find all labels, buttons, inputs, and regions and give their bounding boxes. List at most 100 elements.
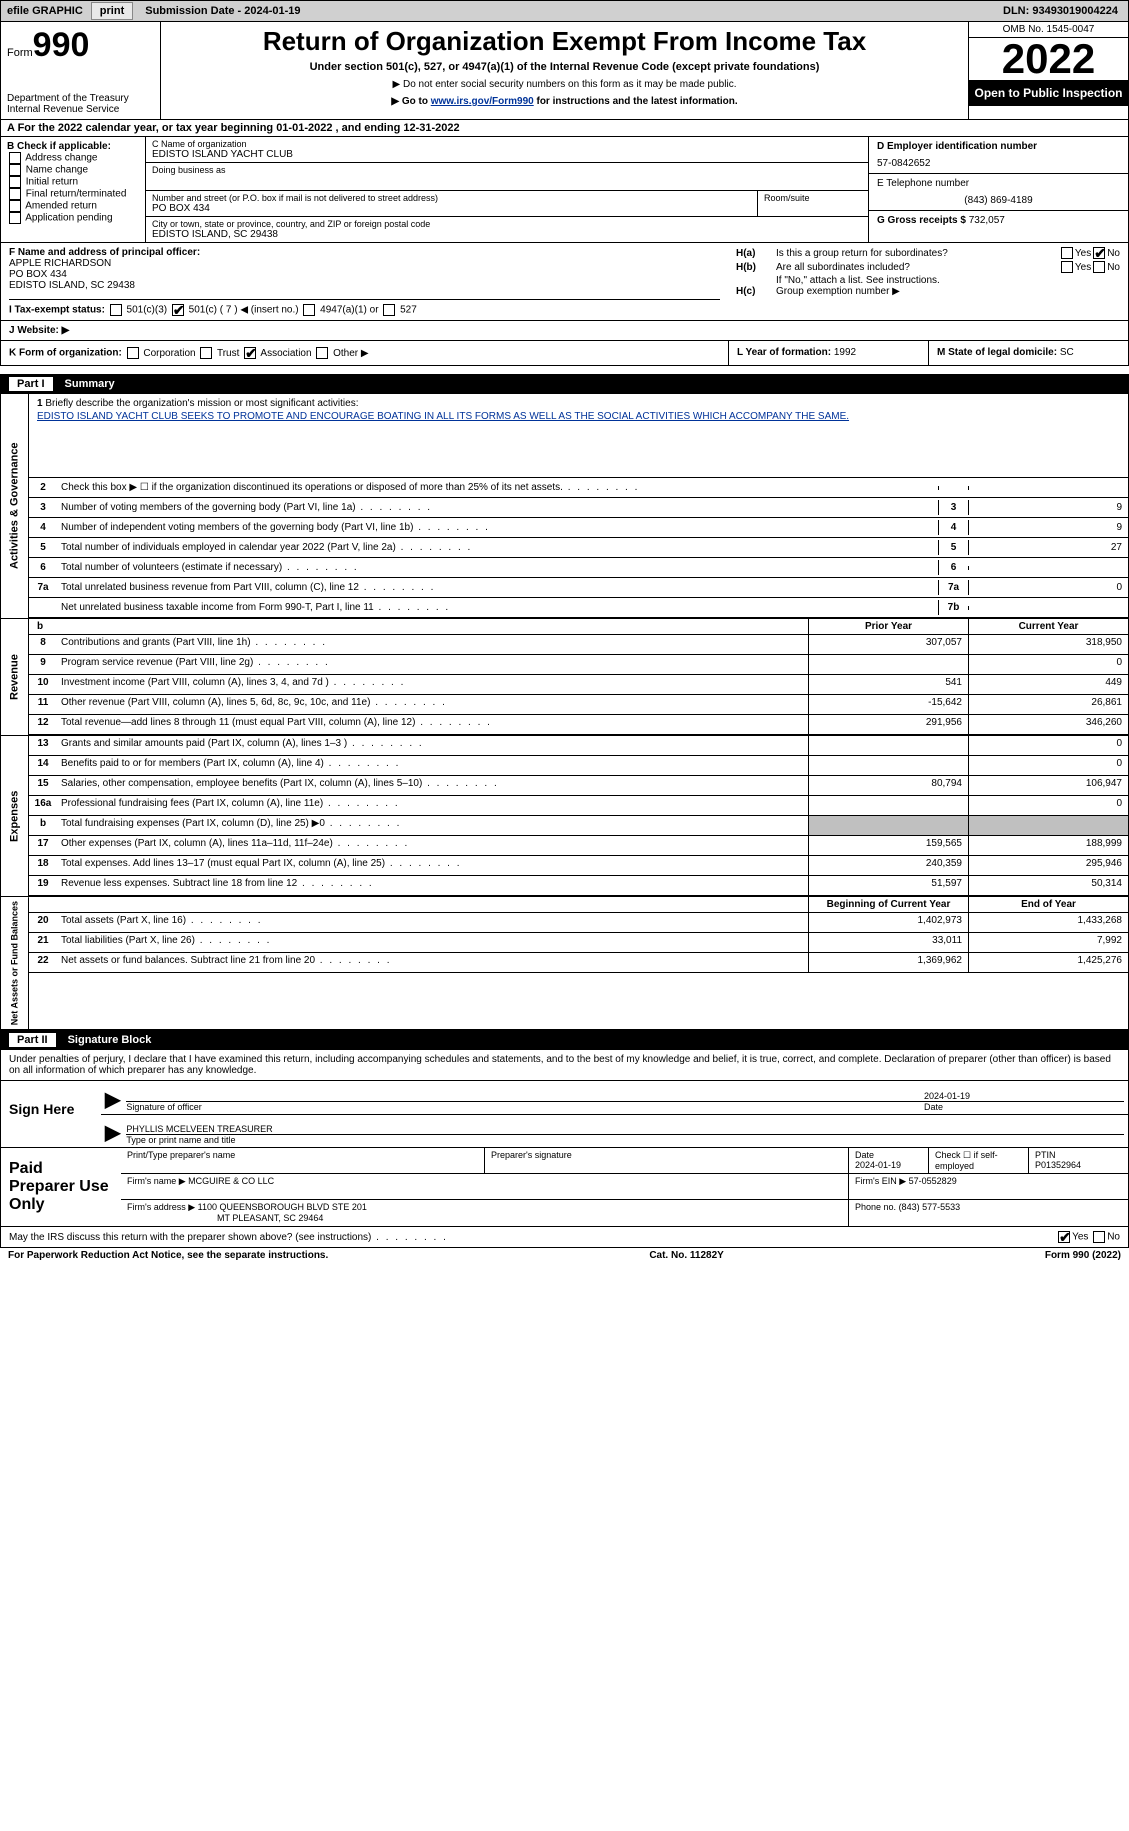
prior-year-value [808,756,968,775]
officer-sig-label: Signature of officer [126,1101,924,1112]
row-desc: Contributions and grants (Part VIII, lin… [57,635,808,654]
k-checkbox[interactable] [200,347,212,359]
irs-label: Internal Revenue Service [7,104,154,115]
ha-no-cbox[interactable] [1093,247,1105,259]
row-num: 9 [29,655,57,674]
row-box: 5 [938,540,968,555]
firm-ein-cell: Firm's EIN ▶ 57-0552829 [848,1174,1128,1199]
row-num: 3 [29,500,57,515]
gross-value: 732,057 [969,215,1005,226]
row-num: 21 [29,933,57,952]
col-b-checkbox[interactable] [9,176,21,188]
cbox-527[interactable] [383,304,395,316]
k-checkbox[interactable] [127,347,139,359]
col-b-checkbox[interactable] [9,188,21,200]
mission-line2 [37,427,1120,441]
row-desc: Total fundraising expenses (Part IX, col… [57,816,808,835]
firm-phone-cell: Phone no. (843) 577-5533 [848,1200,1128,1226]
financial-row: 16aProfessional fundraising fees (Part I… [29,796,1128,816]
row-num [29,606,57,610]
prior-year-value [808,796,968,815]
prior-year-value: 159,565 [808,836,968,855]
firm-addr2: MT PLEASANT, SC 29464 [217,1213,323,1223]
mission-text[interactable]: EDISTO ISLAND YACHT CLUB SEEKS TO PROMOT… [37,411,1120,425]
col-b-checkbox[interactable] [9,152,21,164]
row-klm: K Form of organization: Corporation Trus… [0,341,1129,366]
discuss-no-cbox[interactable] [1093,1231,1105,1243]
current-year-value: 50,314 [968,876,1128,895]
print-button[interactable]: print [91,2,133,20]
website-label: J Website: ▶ [9,325,69,336]
form-label: Form990 [7,26,154,65]
row-l-formation: L Year of formation: 1992 [728,341,928,365]
na-year-header: Beginning of Current Year End of Year [29,897,1128,913]
ha-text: Is this a group return for subordinates? [776,248,1059,259]
prior-year-value: 291,956 [808,715,968,734]
row-num: 12 [29,715,57,734]
cbox-501c[interactable] [172,304,184,316]
row-desc: Grants and similar amounts paid (Part IX… [57,736,808,755]
opt-501c3: 501(c)(3) [127,305,168,316]
col-b-checkbox[interactable] [9,212,21,224]
row-box: 7b [938,600,968,615]
cbox-4947[interactable] [303,304,315,316]
financial-row: 21Total liabilities (Part X, line 26)33,… [29,933,1128,953]
row-desc: Professional fundraising fees (Part IX, … [57,796,808,815]
h-a-row: H(a) Is this a group return for subordin… [736,247,1120,259]
col-c-org-info: C Name of organization EDISTO ISLAND YAC… [146,137,868,242]
return-title: Return of Organization Exempt From Incom… [169,26,960,57]
section-h: H(a) Is this a group return for subordin… [728,243,1128,320]
org-name: EDISTO ISLAND YACHT CLUB [152,149,862,160]
prep-sig-label: Preparer's signature [484,1148,848,1173]
mission-line4 [37,459,1120,473]
row-k-form-org: K Form of organization: Corporation Trus… [1,341,728,365]
part1-title: Summary [65,378,115,390]
ha-yes-cbox[interactable] [1061,247,1073,259]
footer-left: For Paperwork Reduction Act Notice, see … [8,1250,328,1261]
ha-label: H(a) [736,248,776,259]
cbox-501c3[interactable] [110,304,122,316]
discuss-yes-cbox[interactable] [1058,1231,1070,1243]
form-prefix: Form [7,47,33,59]
perjury-text: Under penalties of perjury, I declare th… [1,1050,1128,1080]
officer-addr2: EDISTO ISLAND, SC 29438 [9,280,720,291]
col-b-checkbox[interactable] [9,164,21,176]
officer-typed-name: PHYLLIS MCELVEEN TREASURER [126,1124,1124,1134]
current-year-value: 7,992 [968,933,1128,952]
header-right: OMB No. 1545-0047 2022 Open to Public In… [968,22,1128,119]
efile-label: efile GRAPHIC [1,5,89,17]
irs-link[interactable]: www.irs.gov/Form990 [431,96,534,107]
row-val: 0 [968,580,1128,595]
phone-value: (843) 869-4189 [877,195,1120,206]
section-bcd: B Check if applicable: Address change Na… [0,137,1129,243]
part2-title: Signature Block [68,1034,152,1046]
row-a-calendar-year: A For the 2022 calendar year, or tax yea… [0,119,1129,137]
hb-text: Are all subordinates included? [776,262,1059,273]
city-label: City or town, state or province, country… [152,219,862,229]
preparer-body: Print/Type preparer's name Preparer's si… [121,1148,1128,1226]
row-num: 20 [29,913,57,932]
row-desc: Total unrelated business revenue from Pa… [57,580,938,595]
dba-cell: Doing business as [146,163,868,191]
org-name-cell: C Name of organization EDISTO ISLAND YAC… [146,137,868,163]
prior-year-value: 80,794 [808,776,968,795]
financial-row: 8Contributions and grants (Part VIII, li… [29,635,1128,655]
goto-pre: ▶ Go to [391,96,430,107]
sig-date-field: 2024-01-19 Date [924,1091,1124,1112]
signature-section: Under penalties of perjury, I declare th… [0,1050,1129,1227]
col-b-checkbox[interactable] [9,200,21,212]
hb-yes-cbox[interactable] [1061,261,1073,273]
sig-date: 2024-01-19 [924,1091,1124,1101]
hb-no-cbox[interactable] [1093,261,1105,273]
k-checkbox[interactable] [316,347,328,359]
row-desc: Net assets or fund balances. Subtract li… [57,953,808,972]
row-num: 5 [29,540,57,555]
current-year-value: 0 [968,655,1128,674]
prior-year-label: Prior Year [808,619,968,634]
row-desc: Total revenue—add lines 8 through 11 (mu… [57,715,808,734]
k-checkbox[interactable] [244,347,256,359]
summary-row: 4Number of independent voting members of… [29,518,1128,538]
prior-year-value: 1,402,973 [808,913,968,932]
prior-year-value: 33,011 [808,933,968,952]
col-b-checkboxes: B Check if applicable: Address change Na… [1,137,146,242]
